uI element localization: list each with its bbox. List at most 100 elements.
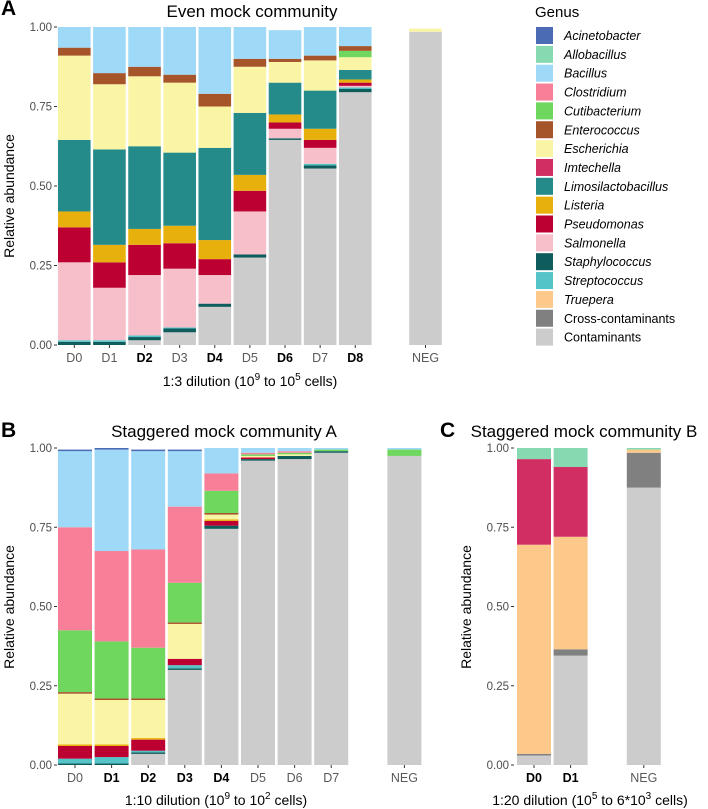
panel-b-ytick-label-1: 0.25: [30, 681, 52, 693]
panel-a-bar-d3-listeria: [163, 225, 196, 244]
panel-b-xlabel-post: cells): [271, 792, 308, 808]
panel-a-bar-d0-pseudomonas: [58, 227, 91, 263]
panel-a-bar-d3-bacillus: [163, 27, 196, 75]
panel-a-bar-d6-staphylococcus: [268, 138, 302, 140]
legend-swatch-listeria: [536, 196, 553, 214]
panel-a-bars: [58, 27, 442, 346]
panel-b-bar-d6-contaminants: [277, 459, 312, 765]
panel-c-bar-d1-truepera: [553, 536, 588, 650]
panel-b-ytick-label-2: 0.50: [30, 602, 52, 614]
legend-swatch-clostridium: [536, 83, 553, 101]
panel-b-bar-d0-acinetobacter: [58, 449, 92, 452]
panel-a-bar-d5-escherichia: [233, 66, 267, 113]
panel-b-bar-d0-streptococcus: [58, 758, 92, 764]
panel-b-bar-d6-bacillus: [277, 448, 312, 452]
panel-a-bar-d8-enterococcus: [338, 46, 372, 51]
panel-b-ytick-label-3: 0.75: [30, 522, 52, 534]
panel-b-bar-d2-pseudomonas: [131, 739, 166, 751]
panel-a-bar-d8-salmonella: [338, 85, 372, 88]
panel-b-bar-d2-clostridium: [131, 549, 166, 648]
panel-b-x-label: 1:10 dilution (109 to 102 cells): [125, 791, 307, 808]
panel-b-bar-d4-enterococcus: [204, 512, 239, 515]
panel-a-bar-d3-enterococcus: [163, 74, 196, 83]
panel-a-bar-d7-staphylococcus: [303, 165, 337, 169]
panel-a-bar-d1-staphylococcus: [93, 341, 126, 345]
legend-swatch-salmonella: [536, 234, 553, 252]
panel-a-bar-d0-staphylococcus: [58, 341, 91, 345]
panel-b-bar-d6-cutibacterium: [277, 452, 312, 455]
panel-b-ytick-label-4: 1.00: [30, 443, 52, 455]
panel-a-bar-d2-escherichia: [128, 76, 161, 147]
legend: Genus Acinetobacter Allobacillus Bacillus C…: [535, 4, 675, 346]
panel-a-bar-d1-escherichia: [93, 84, 126, 150]
legend-label-pseudomonas: Pseudomonas: [564, 218, 644, 232]
panel-a-bar-neg-escherichia: [409, 28, 442, 32]
panel-a-bar-d4-staphylococcus: [198, 303, 232, 307]
panel-b-bar-d0-staphylococcus: [58, 763, 92, 765]
panel-b-y-label: Relative abundance: [1, 545, 17, 669]
panel-a-bar-d4-contaminants: [198, 306, 232, 345]
legend-swatch-limosilactobacillus: [536, 177, 553, 195]
legend-swatch-bacillus: [536, 64, 553, 82]
panel-a-x-label: 1:3 dilution (109 to 105 cells): [163, 372, 338, 389]
panel-b-bar-d3-staphylococcus: [167, 668, 202, 670]
panel-a-bar-d2-bacillus: [128, 27, 161, 67]
panel-c-bar-neg-allobacillus: [626, 448, 661, 450]
panel-a-bar-d5-enterococcus: [233, 58, 267, 67]
panel-c-xtick-label-neg: NEG: [630, 771, 657, 785]
panel-a-bar-d6-pseudomonas: [268, 122, 302, 129]
panel-c-xlabel-pre: 1:20 dilution (10: [492, 792, 592, 808]
panel-c-ytick-label-1: 0.25: [487, 681, 509, 693]
legend-swatch-streptococcus: [536, 272, 553, 290]
panel-b-bar-d0-bacillus: [58, 451, 92, 528]
panel-c-bar-d0-allobacillus: [517, 448, 551, 460]
legend-label-truepera: Truepera: [564, 293, 614, 307]
panel-b-bar-d0-enterococcus: [58, 692, 92, 694]
panel-letter-c: C: [440, 419, 455, 442]
legend-items: Acinetobacter Allobacillus Bacillus Clostri…: [536, 27, 675, 346]
panel-a-bar-d7-listeria: [303, 128, 337, 140]
panel-c-bar-d0-contaminants: [517, 755, 551, 765]
panel-b-bar-d5-cutibacterium: [241, 454, 275, 456]
panel-a-xtick-label-d5: D5: [242, 351, 258, 365]
panel-a-bar-d6-escherichia: [268, 61, 302, 83]
panel-a-xlabel-post: cells): [301, 373, 338, 389]
panel-c-ytick-label-4: 1.00: [487, 443, 509, 455]
panel-a-bar-d5-limosilactobacillus: [233, 112, 267, 175]
panel-a: A Even mock community 0.00 0.25 0.50 0.75 1.…: [1, 0, 442, 389]
panel-a-bar-d3-streptococcus: [163, 327, 196, 329]
panel-b-bar-d1-enterococcus: [94, 698, 129, 701]
panel-a-bar-d7-bacillus: [303, 27, 337, 56]
legend-swatch-contaminants: [536, 328, 553, 346]
panel-a-bar-d7-salmonella: [303, 147, 337, 164]
panel-c-bar-d1-cross-contaminants: [553, 649, 588, 656]
panel-a-bar-neg-contaminants: [409, 31, 442, 346]
panel-a-ytick-label-1: 0.25: [30, 261, 52, 273]
panel-a-bar-d8-listeria: [338, 79, 372, 83]
legend-label-cross-contaminants: Cross-contaminants: [564, 312, 675, 326]
panel-a-bar-d4-escherichia: [198, 106, 232, 148]
panel-b-bar-d3-streptococcus: [167, 665, 202, 669]
panel-b-bar-d7-bacillus: [314, 448, 349, 450]
legend-label-acinetobacter: Acinetobacter: [563, 29, 641, 43]
panel-a-xtick-label-d0: D0: [66, 351, 82, 365]
panel-b-xlabel-pre: 1:10 dilution (10: [125, 792, 225, 808]
panel-b-bar-d1-listeria: [94, 744, 129, 746]
panel-b-bar-d1-staphylococcus: [94, 763, 129, 765]
panel-a-bar-d2-listeria: [128, 228, 161, 245]
panel-b-xtick-label-d7: D7: [323, 771, 339, 785]
panel-b-bar-d4-pseudomonas: [204, 520, 239, 526]
panel-b-bar-d2-enterococcus: [131, 698, 166, 701]
panel-a-bar-d8-limosilactobacillus: [338, 69, 372, 80]
panel-b-xtick-label-neg: NEG: [391, 771, 418, 785]
panel-b-bar-d3-acinetobacter: [167, 449, 202, 452]
panel-a-bar-d0-bacillus: [58, 27, 91, 48]
panel-a-bar-d5-contaminants: [233, 257, 267, 345]
panel-b-bar-d4-clostridium: [204, 473, 239, 491]
panel-a-xlabel-pre: 1:3 dilution (10: [163, 373, 255, 389]
panel-b-bar-d5-bacillus: [241, 448, 275, 453]
panel-b-bar-d0-escherichia: [58, 693, 92, 745]
panel-b-bar-d1-pseudomonas: [94, 745, 129, 758]
panel-a-bar-d1-enterococcus: [93, 73, 126, 85]
panel-c-xtick-label-d1: D1: [563, 771, 579, 785]
